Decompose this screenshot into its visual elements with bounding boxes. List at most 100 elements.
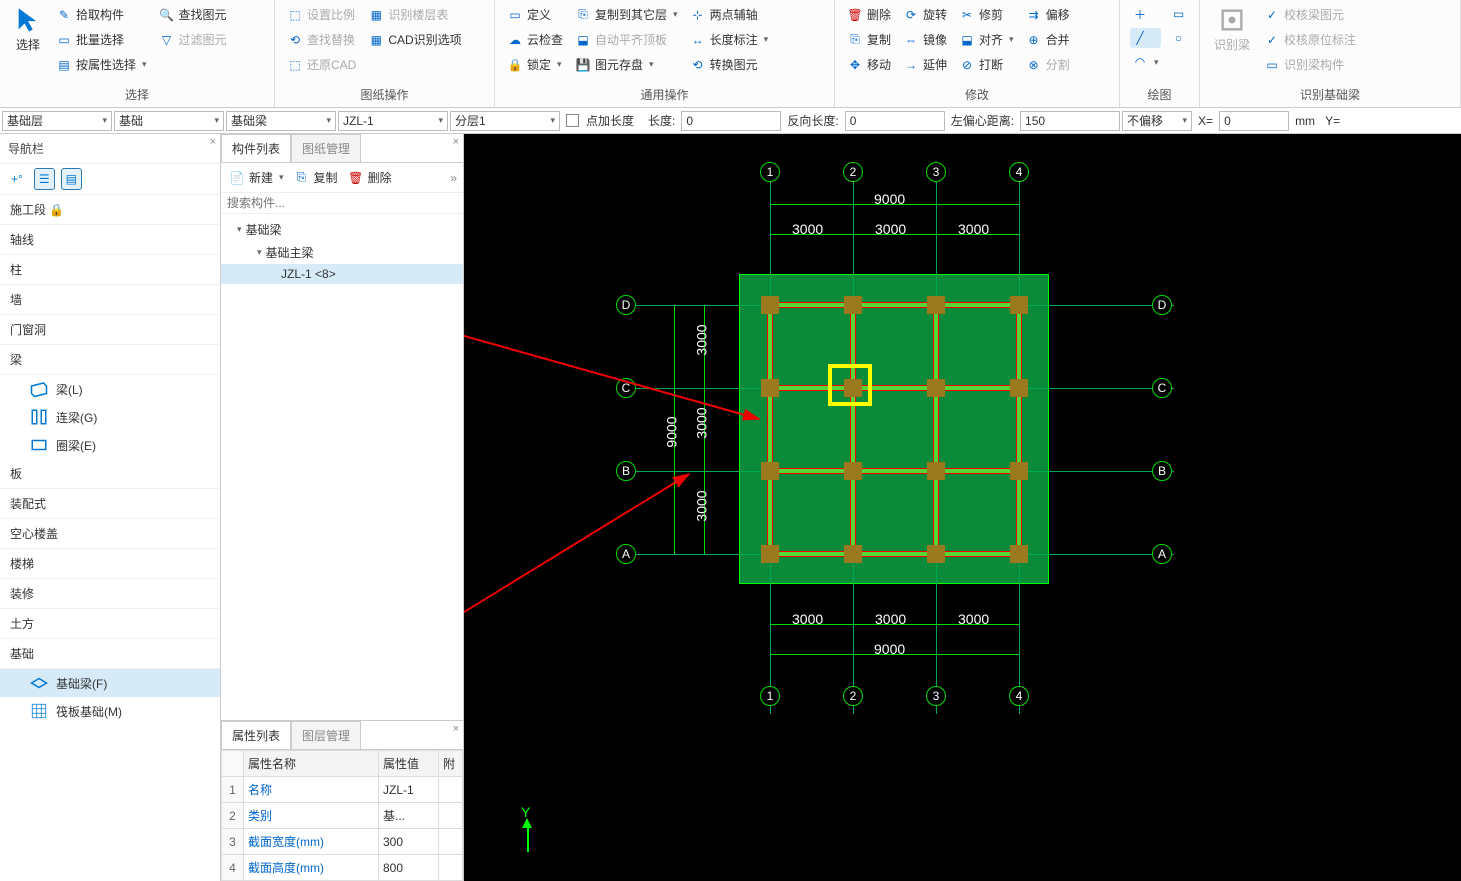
nav-cat-construction[interactable]: 施工段 🔒 (0, 195, 220, 225)
delete[interactable]: 🗑删除 (845, 4, 893, 25)
nav-cat-beam[interactable]: 梁 (0, 345, 220, 375)
table-row[interactable]: 4截面高度(mm)800 (222, 855, 463, 881)
lock[interactable]: 🔒锁定▾ (505, 54, 565, 75)
nav-item-ring-beam[interactable]: 圈梁(E) (0, 431, 220, 459)
nav-detail-button[interactable]: ▤ (61, 168, 82, 190)
recognize-beam[interactable]: 识别梁 (1206, 2, 1258, 57)
batch-select[interactable]: ▭批量选择 (54, 29, 149, 50)
cloud-check[interactable]: ☁云检查 (505, 29, 565, 50)
nav-item-raft-foundation[interactable]: 筏板基础(M) (0, 697, 220, 725)
new-button[interactable]: 📄新建▾ (227, 167, 286, 188)
move[interactable]: ✥移动 (845, 54, 893, 75)
no-offset-dropdown[interactable]: 不偏移▾ (1122, 111, 1192, 131)
left-offset-input[interactable]: 150 (1020, 111, 1120, 131)
offset[interactable]: ⇉偏移 (1024, 4, 1072, 25)
drawing-canvas[interactable]: 1 2 3 4 1 2 3 4 A B C D A B C D 9000 300… (464, 134, 1461, 881)
category-dropdown[interactable]: 基础▾ (114, 111, 224, 131)
x-input[interactable]: 0 (1219, 111, 1289, 131)
point-add-length-checkbox[interactable] (566, 114, 579, 127)
trim[interactable]: ✂修剪 (957, 4, 1016, 25)
delete-button[interactable]: 🗑删除 (346, 167, 394, 188)
draw-rect[interactable]: ▭ (1169, 4, 1189, 24)
nav-cat-earthwork[interactable]: 土方 (0, 609, 220, 639)
recognize-beam-component[interactable]: ▭识别梁构件 (1262, 54, 1358, 75)
filter-element[interactable]: ▽过滤图元 (157, 29, 229, 50)
break[interactable]: ⊘打断 (957, 54, 1016, 75)
align[interactable]: ⬓对齐▾ (957, 29, 1016, 50)
select-by-property[interactable]: ▤按属性选择▾ (54, 54, 149, 75)
layer-dropdown[interactable]: 分层1▾ (450, 111, 560, 131)
nav-item-beam-l[interactable]: 梁(L) (0, 375, 220, 403)
type-dropdown[interactable]: 基础梁▾ (226, 111, 336, 131)
split[interactable]: ⊗分割 (1024, 54, 1072, 75)
merge[interactable]: ⊕合并 (1024, 29, 1072, 50)
two-point-axis[interactable]: ⊹两点辅轴 (688, 4, 771, 25)
nav-cat-finish[interactable]: 装修 (0, 579, 220, 609)
define[interactable]: ▭定义 (505, 4, 565, 25)
extend[interactable]: →延伸 (901, 54, 949, 75)
table-row[interactable]: 2类别基... (222, 803, 463, 829)
lintel-icon (30, 408, 48, 426)
reverse-length-input[interactable]: 0 (845, 111, 945, 131)
check-position-label[interactable]: ✓校核原位标注 (1262, 29, 1358, 50)
draw-line[interactable]: ╱ (1130, 28, 1161, 48)
tab-drawing-manage[interactable]: 图纸管理 (291, 134, 361, 162)
close-icon[interactable]: × (453, 136, 459, 148)
nav-cat-foundation[interactable]: 基础 (0, 639, 220, 669)
copy-button[interactable]: ⎘复制 (292, 167, 340, 188)
floor-dropdown[interactable]: 基础层▾ (2, 111, 112, 131)
nav-item-foundation-beam[interactable]: 基础梁(F) (0, 669, 220, 697)
mirror[interactable]: ⇔镜像 (901, 29, 949, 50)
copy[interactable]: ⎘复制 (845, 29, 893, 50)
tree-root[interactable]: ▾基础梁 (221, 218, 463, 241)
pick-component[interactable]: ✎拾取构件 (54, 4, 149, 25)
copy-to-layer[interactable]: ⎘复制到其它层▾ (573, 4, 680, 25)
nav-cat-prefab[interactable]: 装配式 (0, 489, 220, 519)
recognize-floor-table[interactable]: ▦识别楼层表 (366, 4, 463, 25)
table-row[interactable]: 3截面宽度(mm)300 (222, 829, 463, 855)
tree-leaf-jzl1[interactable]: JZL-1 <8> (221, 264, 463, 284)
col-name: 属性名称 (244, 751, 379, 777)
rotate[interactable]: ⟳旋转 (901, 4, 949, 25)
draw-arc[interactable]: ◠▾ (1130, 52, 1161, 72)
tab-layer-manage[interactable]: 图层管理 (291, 721, 361, 749)
draw-point[interactable]: ＋ (1130, 4, 1161, 24)
nav-cat-axis[interactable]: 轴线 (0, 225, 220, 255)
find-replace[interactable]: ⟲查找替换 (285, 29, 358, 50)
select-tool[interactable]: 选择 (6, 2, 50, 57)
align-icon: ⬓ (959, 32, 975, 48)
nav-cat-slab[interactable]: 板 (0, 459, 220, 489)
nav-list-button[interactable]: ☰ (34, 168, 55, 190)
chevron-down-icon: ▾ (649, 59, 654, 70)
draw-circle[interactable]: ○ (1169, 28, 1189, 48)
name-dropdown[interactable]: JZL-1▾ (338, 111, 448, 131)
save-element[interactable]: 💾图元存盘▾ (573, 54, 680, 75)
tab-component-list[interactable]: 构件列表 (221, 134, 291, 162)
close-icon[interactable]: × (210, 136, 216, 148)
length-input[interactable]: 0 (681, 111, 781, 131)
convert-element[interactable]: ⟲转换图元 (688, 54, 771, 75)
nav-cat-opening[interactable]: 门窗洞 (0, 315, 220, 345)
cad-recognize-options[interactable]: ▦CAD识别选项 (366, 29, 463, 50)
table-row[interactable]: 1名称JZL-1 (222, 777, 463, 803)
nav-add-button[interactable]: +° (6, 168, 28, 190)
column-element (927, 545, 945, 563)
tree-sub[interactable]: ▾基础主梁 (221, 241, 463, 264)
column-element (761, 296, 779, 314)
more-icon[interactable]: » (450, 171, 457, 185)
nav-cat-wall[interactable]: 墙 (0, 285, 220, 315)
nav-item-lintel[interactable]: 连梁(G) (0, 403, 220, 431)
nav-cat-hollow[interactable]: 空心楼盖 (0, 519, 220, 549)
check-beam-element[interactable]: ✓校核梁图元 (1262, 4, 1358, 25)
dim-3000-top3: 3000 (958, 221, 989, 237)
close-icon[interactable]: × (453, 723, 459, 735)
nav-cat-stair[interactable]: 楼梯 (0, 549, 220, 579)
search-input[interactable] (227, 196, 457, 210)
restore-cad[interactable]: ⬚还原CAD (285, 54, 358, 75)
set-scale[interactable]: ⬚设置比例 (285, 4, 358, 25)
find-element[interactable]: 🔍查找图元 (157, 4, 229, 25)
nav-cat-column[interactable]: 柱 (0, 255, 220, 285)
tab-property-list[interactable]: 属性列表 (221, 721, 291, 749)
length-dim[interactable]: ↔长度标注▾ (688, 29, 771, 50)
auto-align-top[interactable]: ⬓自动平齐顶板 (573, 29, 680, 50)
